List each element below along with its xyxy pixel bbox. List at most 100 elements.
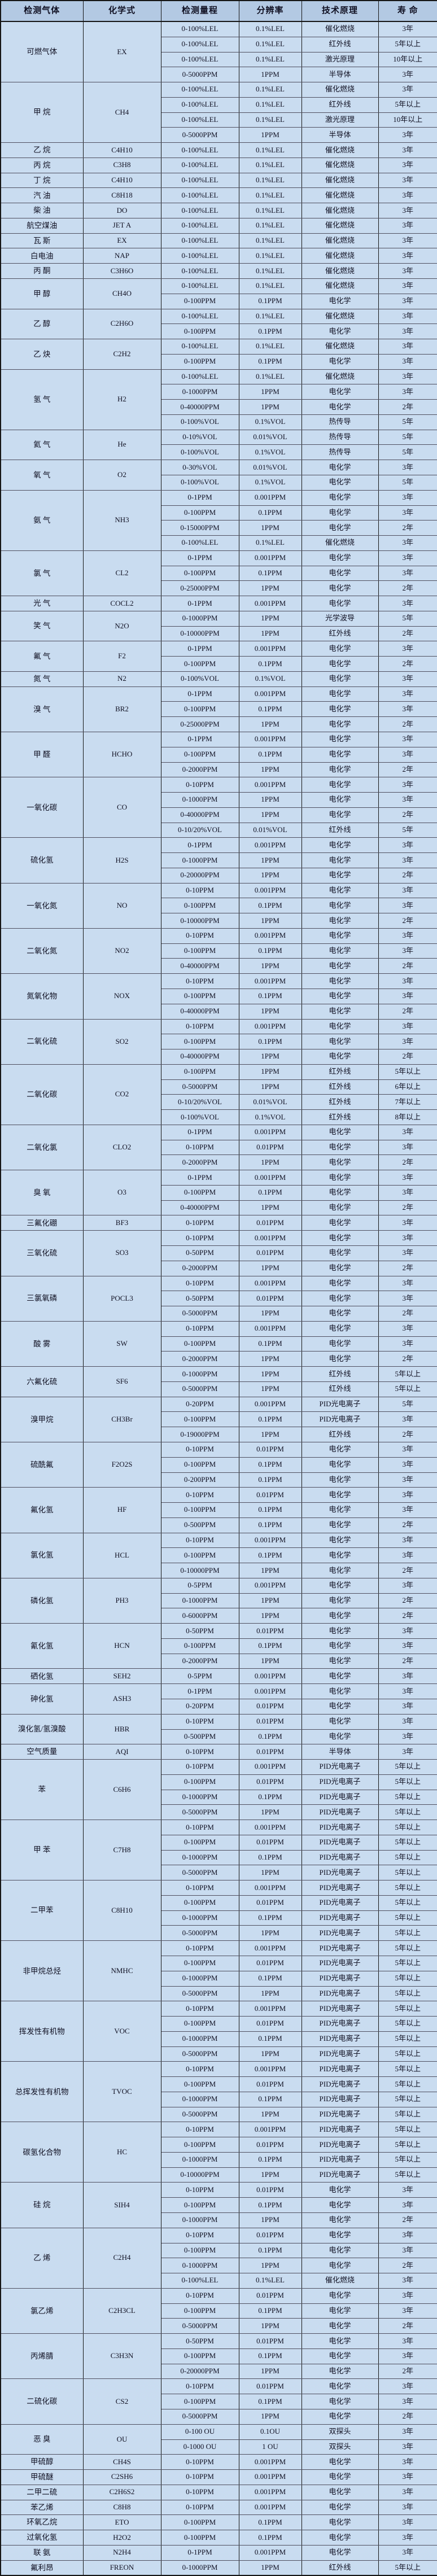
principle-cell: 电化学	[301, 2484, 379, 2500]
table-row: 溴甲烷 CH3Br 0-20PPM 0.001PPM PID光电离子 5年	[0, 1396, 437, 1442]
range-cell: 0-10PPM	[160, 1487, 239, 1503]
gas-name-cell: 光 气	[0, 596, 84, 611]
range-cell: 0-1000PPM	[160, 2091, 239, 2107]
table-row: 0-5000PPM 1PPM 红外线 5年以上	[1, 1381, 437, 1397]
gas-name-cell: 二氧化氮	[0, 928, 84, 974]
lifespan-cell: 3年	[378, 2454, 437, 2470]
gas-name-cell: 氯乙烯	[0, 2288, 84, 2334]
table-row: 二甲二硫 C2H6S2 0-10PPM 0.001PPM 电化学 3年	[0, 2484, 437, 2500]
range-cell: 0-500PPM	[160, 1517, 239, 1533]
principle-cell: 电化学	[301, 2288, 379, 2304]
lifespan-cell: 5年以上	[378, 2001, 437, 2017]
resolution-cell: 1PPM	[238, 2318, 302, 2334]
principle-cell: 红外线	[301, 97, 379, 113]
header-gas: 检测气体	[0, 0, 84, 22]
table-row: 0-100PPM 0.1PPM 电化学 3年	[1, 1457, 437, 1473]
range-cell: 0-100PPM	[160, 2016, 239, 2032]
range-cell: 0-10PPM	[160, 2227, 239, 2243]
principle-cell: 电化学	[301, 1306, 379, 1322]
range-cell: 0-50PPM	[160, 1623, 239, 1639]
gas-name-cell: 氯 气	[0, 550, 84, 597]
lifespan-cell: 2年	[378, 1563, 437, 1578]
gas-name-cell: 氟利昂	[0, 2560, 84, 2576]
principle-cell: 电化学	[301, 928, 379, 944]
resolution-cell: 1PPM	[238, 913, 302, 929]
resolution-cell: 0.1PPM	[238, 2242, 302, 2259]
principle-cell: 电化学	[301, 2212, 379, 2228]
lifespan-cell: 3年	[378, 1275, 437, 1292]
table-row: 0-100PPM 0.1PPM 电化学 3年	[1, 1034, 437, 1050]
resolution-cell: 0.1%VOL	[238, 414, 302, 430]
resolution-cell: 0.01%VOL	[238, 429, 302, 445]
table-row: 0-500PPM 0.1PPM 电化学 3年	[1, 1729, 437, 1745]
range-cell: 0-100PPM	[160, 565, 239, 581]
formula-cell: HF	[82, 1487, 161, 1533]
range-cell: 0-1PPM	[160, 686, 239, 702]
principle-cell: 红外线	[301, 2560, 379, 2576]
range-cell: 0-40000PPM	[160, 807, 239, 823]
lifespan-cell: 3年	[378, 369, 437, 385]
gas-name-cell: 丙烯腈	[0, 2333, 84, 2380]
formula-cell: C2H6O	[82, 308, 161, 340]
resolution-cell: 0.1PPM	[238, 1336, 302, 1352]
principle-cell: 电化学	[301, 837, 379, 854]
gas-name-cell: 酸 雾	[0, 1320, 84, 1367]
range-cell: 0-100%LEL	[160, 217, 239, 234]
range-cell: 0-100%LEL	[160, 278, 239, 294]
principle-cell: 电化学	[301, 1291, 379, 1307]
principle-cell: 电化学	[301, 913, 379, 929]
lifespan-cell: 3年	[378, 686, 437, 702]
resolution-cell: 1PPM	[238, 1608, 302, 1624]
principle-cell: 电化学	[301, 520, 379, 536]
lifespan-cell: 5年以上	[378, 2167, 437, 2183]
gas-name-cell: 二硫化碳	[0, 2378, 84, 2425]
lifespan-cell: 5年以上	[378, 2031, 437, 2047]
range-cell: 0-40000PPM	[160, 1003, 239, 1020]
table-row: 0-200PPM 0.1PPM 电化学 3年	[1, 1472, 437, 1488]
table-row: 0-40000PPM 1PPM 电化学 2年	[1, 1049, 437, 1065]
resolution-cell: 0.1PPM	[238, 1184, 302, 1201]
resolution-cell: 1PPM	[238, 807, 302, 823]
resolution-cell: 1PPM	[238, 762, 302, 778]
range-cell: 0-10PPM	[160, 777, 239, 793]
range-cell: 0-5000PPM	[160, 127, 239, 143]
lifespan-cell: 3年	[378, 21, 437, 37]
gas-name-cell: 氮 气	[0, 671, 84, 687]
resolution-cell: 0.1%LEL	[238, 248, 302, 264]
principle-cell: 电化学	[301, 1638, 379, 1654]
resolution-cell: 0.1%LEL	[238, 97, 302, 113]
principle-cell: 电化学	[301, 989, 379, 1004]
formula-cell: FREON	[82, 2560, 161, 2576]
principle-cell: 电化学	[301, 2394, 379, 2409]
gas-name-cell: 硫化氢	[0, 837, 84, 884]
principle-cell: 热传导	[301, 429, 379, 445]
formula-cell: H2O2	[82, 2530, 161, 2546]
range-cell: 0-20000PPM	[160, 2363, 239, 2380]
lifespan-cell: 5年	[378, 1396, 437, 1412]
formula-cell: OU	[82, 2424, 161, 2455]
principle-cell: PID光电离子	[301, 2167, 379, 2183]
range-cell: 0-5000PPM	[160, 1985, 239, 2002]
lifespan-cell: 5年以上	[378, 1895, 437, 1911]
formula-cell: CH3Br	[82, 1396, 161, 1442]
lifespan-cell: 5年以上	[378, 1940, 437, 1956]
lifespan-cell: 3年	[378, 2530, 437, 2546]
resolution-cell: 0.01PPM	[238, 1713, 302, 1730]
table-row: 0-100%VOL 0.1%VOL 热传导 5年	[1, 414, 437, 430]
range-cell: 0-100PPM	[160, 1895, 239, 1911]
table-row: 过氧化氢 H2O2 0-100PPM 0.1PPM 电化学 3年	[0, 2530, 437, 2546]
lifespan-cell: 3年	[378, 671, 437, 687]
range-cell: 0-10PPM	[160, 2469, 239, 2485]
range-cell: 0-1000PPM	[160, 2031, 239, 2047]
principle-cell: 半导体	[301, 1744, 379, 1760]
table-row: 航空煤油 JET A 0-100%LEL 0.1%LEL 催化燃烧 3年	[0, 217, 437, 234]
gas-name-cell: 挥发性有机物	[0, 2001, 84, 2062]
formula-cell: COCL2	[82, 596, 161, 611]
resolution-cell: 0.1%LEL	[238, 308, 302, 325]
lifespan-cell: 3年	[378, 460, 437, 475]
formula-cell: NH3	[82, 489, 161, 551]
range-cell: 0-1PPM	[160, 837, 239, 854]
lifespan-cell: 3年	[378, 2227, 437, 2243]
table-row: 丁 烷 C4H10 0-100%LEL 0.1%LEL 催化燃烧 3年	[0, 172, 437, 189]
resolution-cell: 0.01PPM	[238, 2288, 302, 2304]
